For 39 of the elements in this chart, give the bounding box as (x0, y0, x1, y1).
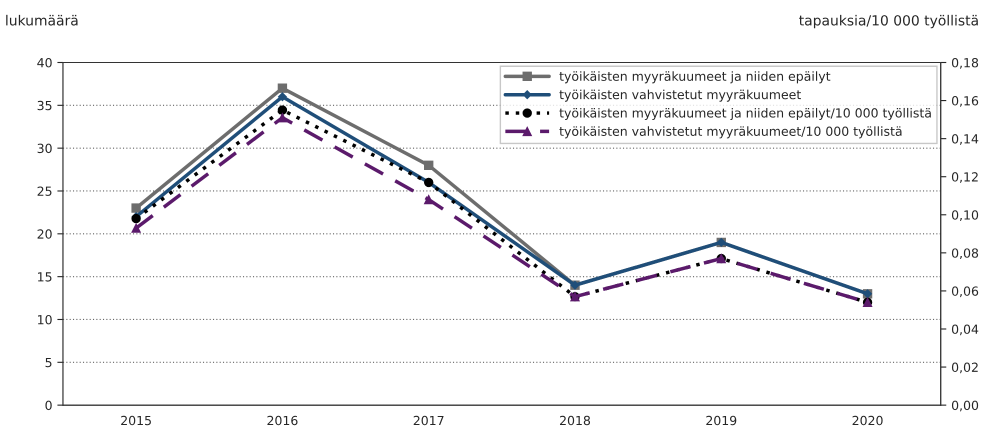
y-tick-label: 25 (38, 186, 52, 196)
y-tick-label: 10 (38, 314, 52, 324)
legend-label: työikäisten vahvistetut myyräkuumeet (559, 90, 801, 102)
x-tick-label: 2016 (267, 416, 298, 426)
y-tick-label: 15 (38, 272, 52, 282)
y-tick-label: 5 (46, 358, 52, 368)
y-tick-label: 35 (38, 100, 52, 110)
y2-tick-label: 0,16 (952, 96, 978, 107)
y2-tick-label: 0,04 (952, 324, 978, 336)
y2-tick-label: 0,14 (952, 134, 978, 145)
point (131, 223, 141, 233)
x-tick-label: 2018 (560, 416, 590, 426)
y2-tick-label: 0,12 (952, 172, 978, 183)
x-tick-label: 2017 (414, 416, 444, 426)
legend-label: työikäisten vahvistetut myyräkuumeet/10 000 työllistä (559, 126, 902, 138)
y-tick-label: 30 (38, 144, 52, 154)
legend-label: työikäisten myyräkuumeet ja niiden epäilyt (559, 71, 830, 84)
y2-axis-title: tapauksia/10 000 työllistä (799, 14, 978, 28)
x-tick-label: 2019 (706, 416, 736, 426)
point (278, 84, 288, 93)
y2-tick-label: 0,18 (952, 58, 978, 69)
point (424, 194, 434, 204)
y2-tick-label: 0,10 (952, 210, 978, 221)
y-tick-label: 0 (45, 400, 52, 410)
y-tick-label: 40 (37, 58, 52, 68)
y-axis-title: lukumäärä (6, 14, 78, 26)
y2-tick-label: 0,00 (952, 400, 978, 412)
point (278, 105, 288, 115)
x-tick-label: 2020 (852, 416, 883, 426)
point (131, 203, 141, 213)
point (278, 113, 288, 122)
y2-tick-label: 0,06 (952, 286, 978, 298)
point (424, 160, 434, 170)
y2-tick-label: 0,08 (952, 248, 978, 260)
x-tick-label: 2015 (121, 416, 151, 426)
y2-tick-label: 0,02 (952, 362, 978, 374)
y-tick-label: 20 (38, 229, 52, 239)
legend-label: työikäisten myyräkuumeet ja niiden epäilyt/10 000 työllistä (559, 108, 931, 120)
point (278, 92, 287, 102)
